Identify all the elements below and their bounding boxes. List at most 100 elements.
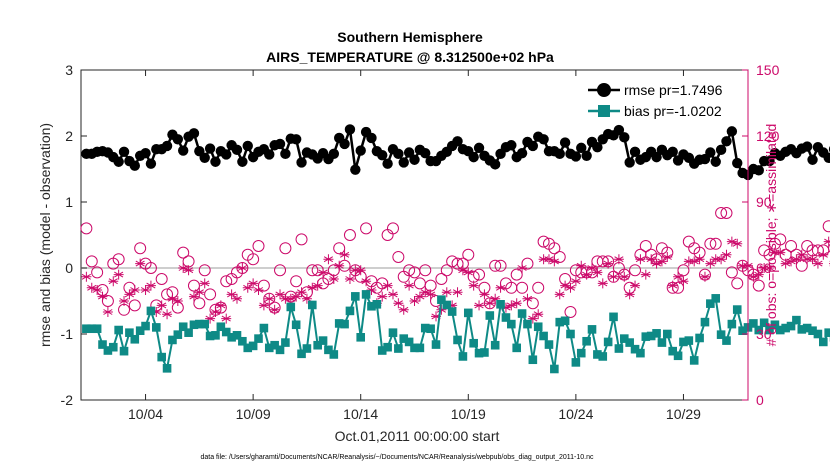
bias-point (221, 327, 231, 337)
assimilated-obs-point (318, 267, 329, 278)
bias-point (82, 324, 91, 334)
bias-point (125, 328, 134, 337)
bias-point (808, 326, 817, 335)
assimilated-obs-point (215, 300, 226, 311)
possible-obs-point (419, 264, 432, 277)
bias-point (722, 336, 731, 345)
assimilated-obs-point (361, 276, 372, 287)
assimilated-obs-point (145, 280, 156, 291)
possible-obs-point (510, 268, 523, 281)
bias-point (334, 319, 344, 328)
assimilated-obs-point (640, 269, 651, 280)
assimilated-obs-point (199, 278, 210, 289)
possible-obs-point (247, 253, 260, 266)
assimilated-obs-point (527, 313, 538, 324)
y-tick-label: -1 (61, 326, 74, 342)
bias-point (528, 355, 538, 365)
possible-obs-point (392, 251, 405, 263)
rmse-point (210, 156, 221, 167)
assimilated-obs-point (474, 300, 485, 311)
assimilated-obs-point (769, 247, 780, 258)
bias-point (168, 335, 177, 345)
assimilated-obs-point (775, 247, 786, 258)
bias-point (754, 325, 764, 335)
assimilated-obs-point (603, 258, 614, 269)
possible-obs-point (333, 242, 346, 255)
possible-obs-point (306, 264, 319, 277)
assimilated-obs-point (764, 263, 775, 273)
rmse-point (172, 134, 184, 145)
assimilated-obs-point (156, 300, 167, 311)
bias-point (463, 308, 473, 318)
assimilated-obs-point (312, 280, 323, 291)
bias-point (119, 346, 129, 356)
assimilated-obs-point (242, 282, 253, 293)
bias-point (286, 302, 296, 312)
bias-point (619, 334, 629, 343)
assimilated-obs-point (237, 263, 248, 273)
rmse-point (113, 156, 124, 167)
assimilated-obs-point (710, 254, 721, 265)
series-rmse (81, 124, 830, 181)
rmse-point (581, 150, 592, 161)
rmse-point (726, 126, 738, 137)
bias-point (786, 321, 796, 331)
assimilated-obs-point (431, 311, 442, 322)
rmse-point (403, 147, 415, 158)
assimilated-obs-point (807, 254, 818, 265)
y-tick-label-right: 60 (756, 260, 772, 276)
possible-obs-point (774, 233, 787, 246)
possible-obs-point (155, 273, 168, 285)
rmse-point (178, 145, 189, 156)
rmse-point (296, 157, 307, 168)
bias-point (264, 343, 274, 353)
assimilated-obs-point (484, 298, 495, 309)
legend-bias-label: bias pr=-1.0202 (624, 103, 722, 119)
bias-point (141, 321, 150, 331)
possible-obs-point (639, 240, 652, 252)
bias-point (270, 340, 279, 350)
rmse-point (705, 147, 716, 158)
assimilated-obs-point (355, 265, 366, 276)
assimilated-obs-point (129, 285, 140, 295)
assimilated-obs-point (506, 300, 517, 311)
bias-point (377, 346, 387, 355)
y-axis-left: -2 -1 0 1 2 3 (61, 62, 87, 408)
assimilated-obs-point (538, 254, 549, 265)
bias-point (442, 300, 452, 310)
possible-obs-point (386, 222, 399, 235)
assimilated-obs-point (705, 258, 716, 269)
rmse-point (231, 144, 243, 156)
assimilated-obs-point (194, 287, 205, 298)
assimilated-obs-point (97, 291, 108, 302)
bias-point (307, 300, 317, 310)
bias-point (431, 340, 441, 349)
possible-obs-point (295, 233, 308, 246)
rmse-point (350, 164, 361, 175)
chart-title-line2: AIRS_TEMPERATURE @ 8.312500e+02 hPa (266, 49, 554, 65)
y-tick-label: 1 (65, 194, 73, 210)
possible-obs-point (489, 259, 502, 272)
assimilated-obs-point (210, 307, 221, 317)
rmse-point (145, 158, 157, 169)
assimilated-obs-point (366, 285, 377, 295)
bias-point (410, 343, 419, 353)
possible-obs-point (795, 259, 808, 272)
rmse-point (377, 149, 388, 161)
assimilated-obs-point (404, 280, 415, 291)
assimilated-obs-point (812, 258, 823, 269)
bias-point (184, 328, 193, 337)
assimilated-obs-point (226, 289, 237, 300)
bias-point (275, 345, 285, 355)
assimilated-obs-point (490, 293, 501, 304)
possible-obs-point (112, 253, 125, 266)
bias-point (372, 300, 382, 309)
bias-point (211, 331, 220, 340)
possible-obs-point (187, 279, 200, 292)
bias-point (420, 323, 430, 333)
x-axis: 10/04 10/09 10/14 10/19 10/24 10/29 (128, 70, 701, 422)
y-tick-label: -2 (61, 392, 74, 408)
rmse-point (237, 156, 248, 167)
y-tick-label-right: 150 (756, 62, 780, 78)
rmse-point (715, 144, 727, 156)
